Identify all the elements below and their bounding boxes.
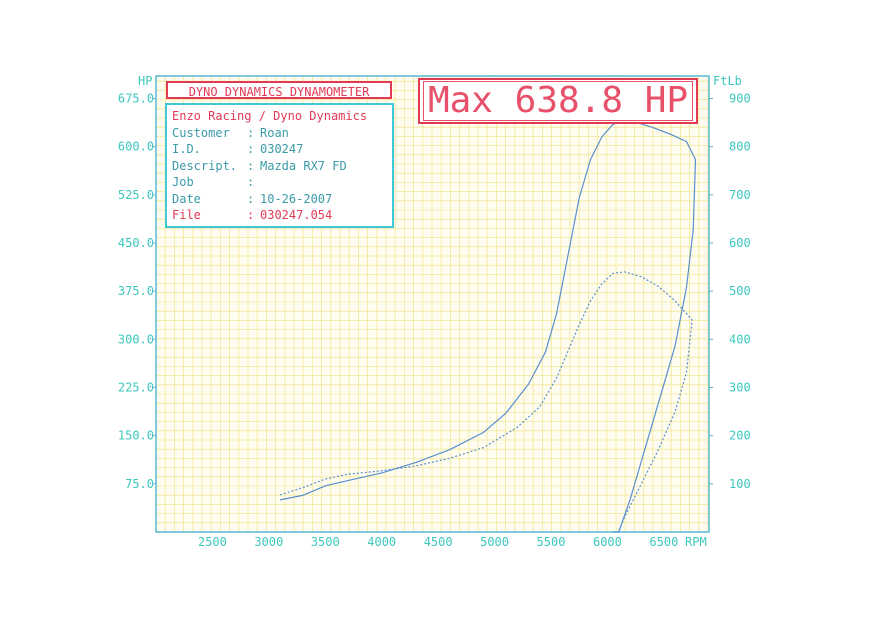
x-tick-label: 3500 (311, 535, 340, 549)
info-label: I.D. (172, 142, 201, 156)
info-row-id: I.D.:030247 (172, 141, 387, 158)
info-value: 030247 (260, 142, 304, 156)
info-sep: : (247, 142, 255, 156)
info-panel: Enzo Racing / Dyno Dynamics Customer: Roa… (165, 103, 394, 228)
info-label: Date (172, 191, 201, 206)
x-tick-label: 5500 (537, 535, 566, 549)
info-sep: : (247, 191, 255, 206)
right-axis-unit: FtLb (713, 74, 742, 88)
y-right-tick-label: 800 (729, 140, 751, 154)
info-sep: : (247, 208, 255, 222)
info-label: Customer (172, 125, 230, 140)
y-right-tick-label: 200 (729, 429, 751, 443)
y-left-tick-label: 150.0 (118, 429, 154, 443)
info-row-customer: Customer: Roan (172, 125, 387, 142)
y-left-tick-label: 675.0 (118, 91, 154, 105)
torque-curve (279, 271, 693, 533)
info-value: 030247.054 (260, 208, 333, 222)
max-power-box: Max 638.8 HP (418, 78, 698, 124)
y-right-tick-label: 700 (729, 188, 751, 202)
info-value: Roan (260, 125, 289, 140)
info-row-date: Date:10-26-2007 (172, 191, 387, 208)
x-tick-label: 2500 (198, 535, 227, 549)
chart-title: DYNO DYNAMICS DYNAMOMETER (188, 85, 370, 99)
info-label: Job (172, 175, 194, 189)
info-label: Descript. (172, 158, 238, 173)
company-line: Enzo Racing / Dyno Dynamics (172, 109, 368, 123)
max-power-label: Max 638.8 HP (422, 81, 694, 121)
x-tick-label: 4500 (424, 535, 453, 549)
x-tick-label: 4000 (367, 535, 396, 549)
y-left-tick-label: 300.0 (118, 332, 154, 346)
plot-frame (155, 75, 710, 533)
x-tick-label: 6000 (593, 535, 622, 549)
chart-title-box: DYNO DYNAMICS DYNAMOMETER (166, 81, 392, 99)
info-value: Mazda RX7 FD (260, 158, 347, 173)
info-row-job: Job: (172, 174, 387, 191)
y-right-tick-label: 500 (729, 284, 751, 298)
info-label: File (172, 208, 201, 222)
y-left-tick-label: 375.0 (118, 284, 154, 298)
y-left-tick-label: 600.0 (118, 140, 154, 154)
info-sep: : (247, 175, 255, 189)
x-axis-unit: RPM (685, 535, 707, 549)
info-sep: : (247, 158, 255, 173)
y-left-tick-label: 525.0 (118, 188, 154, 202)
y-right-tick-label: 100 (729, 477, 751, 491)
y-right-tick-label: 600 (729, 236, 751, 250)
y-right-tick-label: 900 (729, 91, 751, 105)
info-value: 10-26-2007 (260, 191, 333, 206)
x-tick-label: 6500 (649, 535, 678, 549)
x-tick-label: 3000 (254, 535, 283, 549)
power-curve (279, 120, 697, 533)
y-left-tick-label: 450.0 (118, 236, 154, 250)
x-tick-label: 5000 (480, 535, 509, 549)
y-right-tick-label: 400 (729, 332, 751, 346)
info-row-description: Descript.: Mazda RX7 FD (172, 158, 387, 175)
y-left-tick-label: 75.0 (125, 477, 154, 491)
left-axis-unit: HP (138, 74, 152, 88)
y-left-tick-label: 225.0 (118, 380, 154, 394)
info-sep: : (247, 125, 255, 140)
info-row-file: File:030247.054 (172, 207, 387, 224)
y-right-tick-label: 300 (729, 380, 751, 394)
